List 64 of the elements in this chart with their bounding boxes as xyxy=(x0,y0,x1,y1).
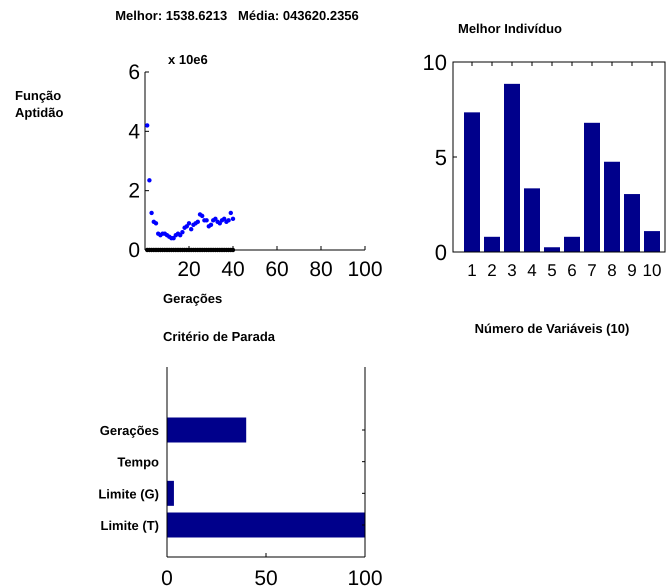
point xyxy=(222,216,226,222)
x-axis-title: Gerações xyxy=(163,291,222,306)
point xyxy=(189,227,194,232)
x-tick-label: 40 xyxy=(221,258,245,281)
bar xyxy=(604,162,620,252)
point xyxy=(180,230,185,234)
chart-title: Melhor: 1538.6213 Média: 043620.2356 xyxy=(115,8,359,23)
x-tick-label: 9 xyxy=(627,261,637,280)
point xyxy=(178,232,182,238)
point xyxy=(230,216,236,222)
bar xyxy=(504,84,520,252)
x-tick-label: 100 xyxy=(347,567,383,588)
bar xyxy=(484,236,500,252)
bar xyxy=(524,188,540,252)
y-tick-label: 2 xyxy=(128,180,140,203)
point xyxy=(184,224,189,228)
x-tick-label: 80 xyxy=(309,258,333,281)
y-tick-label: 4 xyxy=(128,120,140,144)
chart-title: Melhor Indivíduo xyxy=(458,21,562,36)
y-tick-label: Gerações xyxy=(100,423,159,438)
chart-title: Critério de Parada xyxy=(163,329,276,344)
x-tick-label: 0 xyxy=(161,567,173,588)
x-tick-label: 10 xyxy=(642,261,662,280)
point xyxy=(208,222,214,227)
bar xyxy=(167,418,246,442)
point xyxy=(145,123,150,128)
x-tick-label: 6 xyxy=(567,261,577,280)
y-tick-label: 6 xyxy=(128,61,140,84)
point xyxy=(218,221,222,226)
x-tick-label: 3 xyxy=(507,261,517,280)
bar xyxy=(624,194,640,252)
y-tick-label: 10 xyxy=(422,50,447,75)
point xyxy=(213,216,218,222)
y-tick-label: 0 xyxy=(128,239,140,262)
bar xyxy=(564,236,580,252)
bar xyxy=(167,512,365,538)
x-tick-label: 100 xyxy=(347,258,383,281)
point xyxy=(228,210,233,216)
x-tick-label: 7 xyxy=(587,261,597,280)
bar xyxy=(464,112,480,252)
x-tick-label: 1 xyxy=(467,261,477,280)
bar xyxy=(644,231,660,252)
y-tick-label: Limite (G) xyxy=(98,486,159,502)
x-tick-label: 50 xyxy=(254,567,278,588)
point xyxy=(154,221,158,226)
y-tick-label: 5 xyxy=(434,145,447,170)
bar xyxy=(167,480,174,506)
point xyxy=(147,178,152,182)
point xyxy=(186,221,192,226)
bar xyxy=(584,122,600,252)
point xyxy=(200,214,204,218)
point xyxy=(149,210,154,216)
x-tick-label: 2 xyxy=(487,261,497,280)
x-tick-label: 4 xyxy=(527,261,537,280)
y-tick-label: Tempo xyxy=(117,454,160,470)
x-axis-title: Número de Variáveis (10) xyxy=(474,321,630,336)
x-tick-label: 60 xyxy=(265,258,289,281)
point xyxy=(196,220,200,224)
x-tick-label: 5 xyxy=(547,261,557,280)
x-tick-label: 8 xyxy=(607,261,617,280)
y-tick-label: Limite (T) xyxy=(100,518,159,533)
y-axis-title: Função Aptidão xyxy=(15,88,64,120)
x-tick-label: 20 xyxy=(177,258,201,281)
text: x 10e6 xyxy=(168,52,208,67)
